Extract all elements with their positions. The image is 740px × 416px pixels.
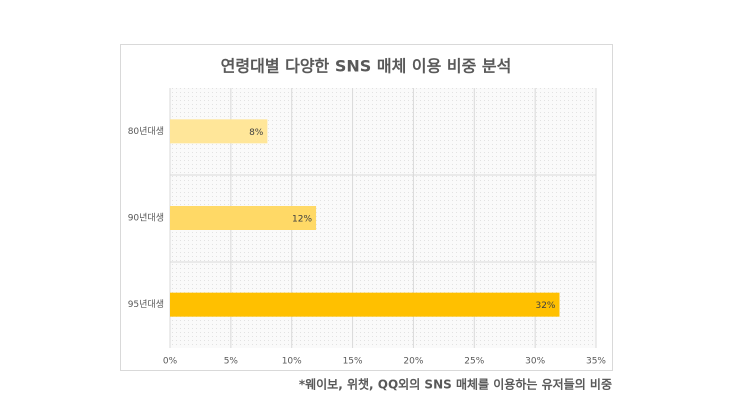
x-tick-label: 25% — [464, 357, 484, 367]
chart-title: 연령대별 다양한 SNS 매체 이용 비중 분석 — [221, 57, 512, 76]
bar — [170, 119, 268, 144]
footnote: *웨이보, 위챗, QQ외의 SNS 매체를 이용하는 유저들의 비중 — [299, 377, 612, 392]
data-label: 32% — [535, 301, 555, 311]
data-label: 12% — [292, 215, 312, 225]
bar — [170, 206, 317, 230]
bar — [170, 292, 560, 317]
y-tick-label: 80년대생 — [128, 126, 164, 137]
data-label: 8% — [249, 128, 264, 138]
x-tick-label: 15% — [343, 357, 363, 367]
x-tick-label: 10% — [282, 357, 302, 367]
x-tick-label: 35% — [586, 357, 606, 367]
x-tick-label: 20% — [403, 357, 423, 367]
y-tick-label: 90년대생 — [128, 213, 164, 224]
y-tick-label: 95년대생 — [128, 299, 164, 310]
x-tick-label: 30% — [525, 357, 545, 367]
x-tick-label: 0% — [163, 357, 178, 367]
x-tick-label: 5% — [224, 357, 239, 367]
